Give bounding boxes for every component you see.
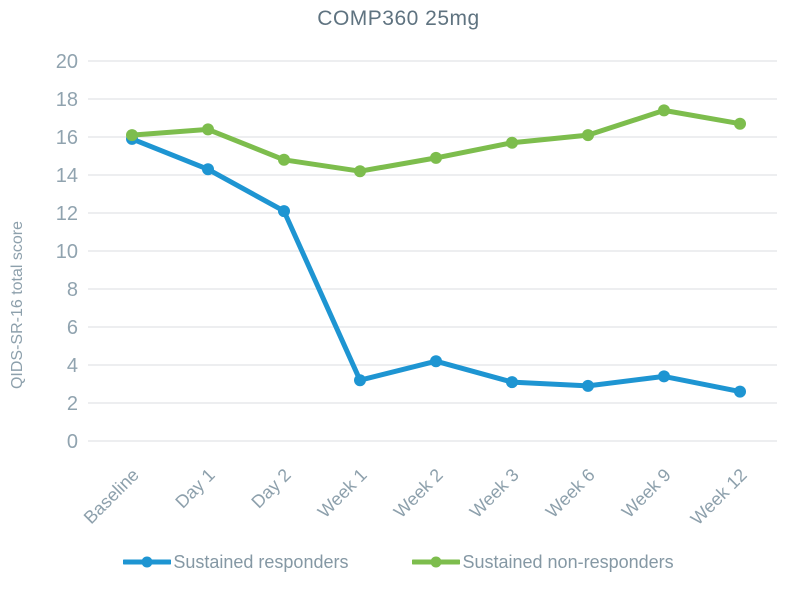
y-tick-label: 14	[56, 165, 78, 187]
data-point	[658, 370, 670, 383]
y-axis-title: QIDS-SR-16 total score	[9, 221, 26, 389]
data-point	[202, 123, 214, 136]
y-tick-label: 2	[67, 393, 78, 415]
x-tick-label: Week 3	[466, 465, 523, 522]
legend-label: Sustained responders	[173, 551, 349, 572]
legend-item-sustained-responders: Sustained responders	[123, 552, 348, 573]
data-point	[278, 205, 290, 218]
data-point	[506, 376, 518, 389]
y-tick-label: 18	[56, 89, 78, 111]
y-tick-label: 12	[56, 203, 78, 225]
y-tick-label: 16	[56, 127, 78, 149]
x-tick-label: Baseline	[80, 465, 143, 528]
legend-swatch-line-dot-icon	[412, 556, 461, 568]
legend-swatch-line-dot-icon	[123, 556, 172, 568]
x-tick-label: Week 2	[390, 465, 447, 522]
data-point	[734, 385, 746, 398]
x-tick-label: Week 1	[314, 465, 371, 522]
data-point	[658, 104, 670, 117]
data-point	[278, 153, 290, 166]
data-point	[734, 117, 746, 130]
x-tick-label: Week 9	[618, 465, 675, 522]
chart-legend: Sustained responders Sustained non-respo…	[0, 544, 797, 580]
legend-label: Sustained non-responders	[462, 551, 674, 572]
y-tick-label: 20	[56, 51, 78, 73]
data-point	[430, 151, 442, 164]
data-point	[202, 163, 214, 176]
x-tick-label: Week 6	[542, 465, 599, 522]
x-tick-label: Day 1	[171, 465, 218, 512]
chart-title: COMP360 25mg	[317, 7, 480, 30]
y-tick-label: 8	[67, 279, 78, 301]
x-tick-label: Week 12	[687, 465, 751, 529]
y-tick-label: 10	[56, 241, 78, 263]
y-tick-label: 6	[67, 317, 78, 339]
data-point	[582, 379, 594, 392]
data-point	[582, 129, 594, 142]
data-point	[354, 165, 366, 178]
data-point	[430, 355, 442, 368]
line-chart: 0 2 4 6 8 10 12 14 16 18 20 QIDS-SR-16 total score B…	[9, 51, 777, 529]
y-tick-label: 0	[67, 431, 78, 453]
legend-item-sustained-non-responders: Sustained non-responders	[412, 551, 674, 573]
data-point	[354, 374, 366, 387]
data-point	[506, 136, 518, 149]
y-tick-label: 4	[67, 355, 78, 377]
x-tick-label: Day 2	[247, 465, 294, 512]
series-line-sustained-responders	[129, 136, 743, 395]
data-point	[126, 129, 138, 142]
